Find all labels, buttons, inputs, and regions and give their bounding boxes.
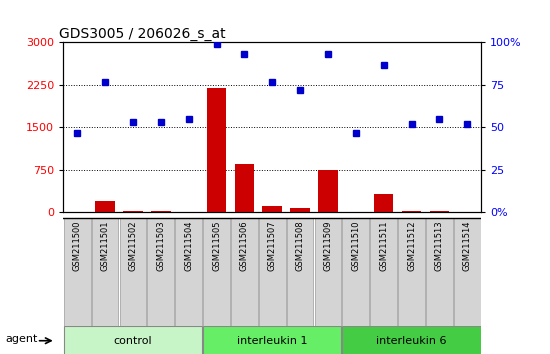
Text: GSM211511: GSM211511 — [379, 220, 388, 271]
Bar — [231, 218, 258, 326]
Text: GSM211503: GSM211503 — [156, 220, 166, 271]
Text: GSM211508: GSM211508 — [295, 220, 305, 271]
Bar — [343, 326, 481, 354]
Bar — [123, 211, 142, 212]
Text: GSM211502: GSM211502 — [128, 220, 138, 271]
Text: interleukin 1: interleukin 1 — [237, 336, 307, 346]
Text: interleukin 6: interleukin 6 — [376, 336, 447, 346]
Bar — [95, 201, 115, 212]
Bar — [402, 211, 421, 212]
Bar — [287, 218, 314, 326]
Bar — [262, 206, 282, 212]
Bar — [92, 218, 118, 326]
Bar — [398, 218, 425, 326]
Bar — [290, 208, 310, 212]
Bar — [175, 218, 202, 326]
Bar — [64, 218, 91, 326]
Bar — [318, 170, 338, 212]
Text: control: control — [114, 336, 152, 346]
Text: GSM211509: GSM211509 — [323, 220, 333, 271]
Text: GDS3005 / 206026_s_at: GDS3005 / 206026_s_at — [59, 28, 226, 41]
Bar — [343, 218, 369, 326]
Text: GSM211505: GSM211505 — [212, 220, 221, 271]
Bar — [147, 218, 174, 326]
Text: GSM211507: GSM211507 — [268, 220, 277, 271]
Text: GSM211510: GSM211510 — [351, 220, 360, 271]
Bar — [151, 211, 170, 212]
Text: GSM211501: GSM211501 — [101, 220, 109, 271]
Bar — [207, 88, 226, 212]
Bar — [235, 164, 254, 212]
Bar — [426, 218, 453, 326]
Bar — [315, 218, 342, 326]
Bar — [203, 326, 342, 354]
Bar — [119, 218, 146, 326]
Bar — [203, 218, 230, 326]
Text: GSM211500: GSM211500 — [73, 220, 82, 271]
Bar — [454, 218, 481, 326]
Bar — [64, 326, 202, 354]
Text: GSM211506: GSM211506 — [240, 220, 249, 271]
Bar — [374, 194, 393, 212]
Text: GSM211512: GSM211512 — [407, 220, 416, 271]
Text: GSM211514: GSM211514 — [463, 220, 472, 271]
Text: GSM211513: GSM211513 — [435, 220, 444, 271]
Bar — [259, 218, 285, 326]
Text: GSM211504: GSM211504 — [184, 220, 193, 271]
Bar — [430, 211, 449, 212]
Bar — [370, 218, 397, 326]
Text: agent: agent — [5, 334, 37, 344]
